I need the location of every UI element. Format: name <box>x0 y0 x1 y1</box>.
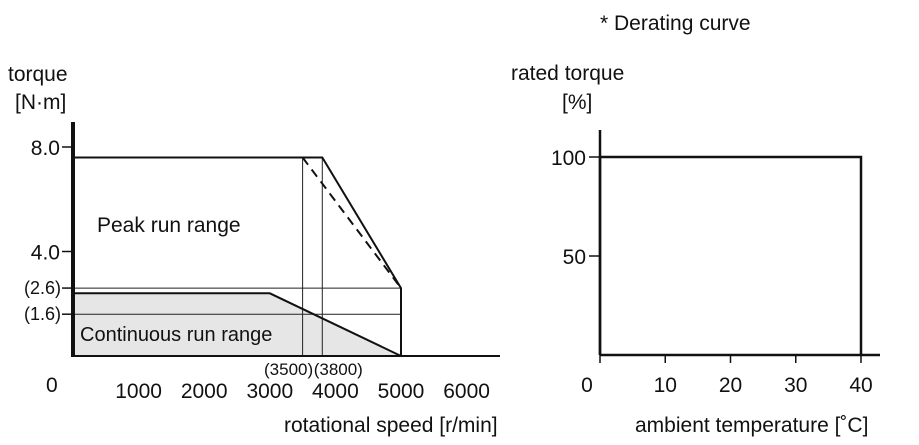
region-layer: Peak run range Continuous run range <box>73 214 401 356</box>
right-y-axis-label-line2: [%] <box>562 91 592 114</box>
left-x-axis-label: rotational speed [r/min] <box>284 414 498 437</box>
torque-speed-chart: torque [N·m] 0 rotational speed [r/min] … <box>8 63 500 437</box>
right-y-tick-label: 100 <box>551 147 586 170</box>
left-x-tick-label: 6000 <box>443 380 490 403</box>
left-y-axis-label-line2: [N·m] <box>15 91 66 114</box>
derating-chart: rated torque [%] ambient temperature [˚C… <box>511 62 880 437</box>
left-x-tick-label: 1000 <box>115 380 162 403</box>
range-boundary-line <box>73 156 402 356</box>
right-x-tick-label: 10 <box>654 374 677 397</box>
series-layer <box>71 122 500 357</box>
right-x-tick-label: 0 <box>581 374 593 397</box>
left-y-tick-label: (1.6) <box>24 304 61 324</box>
right-x-axis-label: ambient temperature [˚C] <box>635 414 868 437</box>
peak-range-dashed-line <box>301 156 402 289</box>
continuous-run-range-label: Continuous run range <box>80 324 272 346</box>
left-y-tick-label: (2.6) <box>24 278 61 298</box>
tick-layer: 100 50 0 10 20 30 40 <box>551 147 873 397</box>
right-y-axis-label-line1: rated torque <box>511 62 624 85</box>
right-x-tick-label: 30 <box>784 374 807 397</box>
right-x-tick-label: 40 <box>849 374 872 397</box>
right-x-tick-label: 20 <box>719 374 742 397</box>
left-y-tick-label: 8.0 <box>31 137 60 160</box>
continuous-range-area <box>73 293 401 356</box>
peak-run-range-label: Peak run range <box>97 214 241 237</box>
left-x-tick-label: 2000 <box>181 380 228 403</box>
left-x-mark-label: (3800) <box>314 360 363 379</box>
left-x-tick-label: 5000 <box>378 380 425 403</box>
left-x-tick-label: 4000 <box>312 380 359 403</box>
left-y-axis-label-line1: torque <box>8 63 68 86</box>
range-boundary-line <box>73 292 402 357</box>
rated-torque-line <box>598 155 863 355</box>
left-x-tick-label: 3000 <box>246 380 293 403</box>
left-y-tick-label: 4.0 <box>31 242 60 265</box>
derating-note: * Derating curve <box>600 12 751 35</box>
series-layer <box>598 130 880 357</box>
right-y-tick-label: 50 <box>563 246 586 269</box>
left-x-mark-label: (3500) <box>264 360 313 379</box>
left-origin-label: 0 <box>46 374 58 397</box>
tick-layer: 8.0 4.0 (2.6) (1.6) 1000 2000 3000 4000 5000 6000… <box>24 137 490 403</box>
